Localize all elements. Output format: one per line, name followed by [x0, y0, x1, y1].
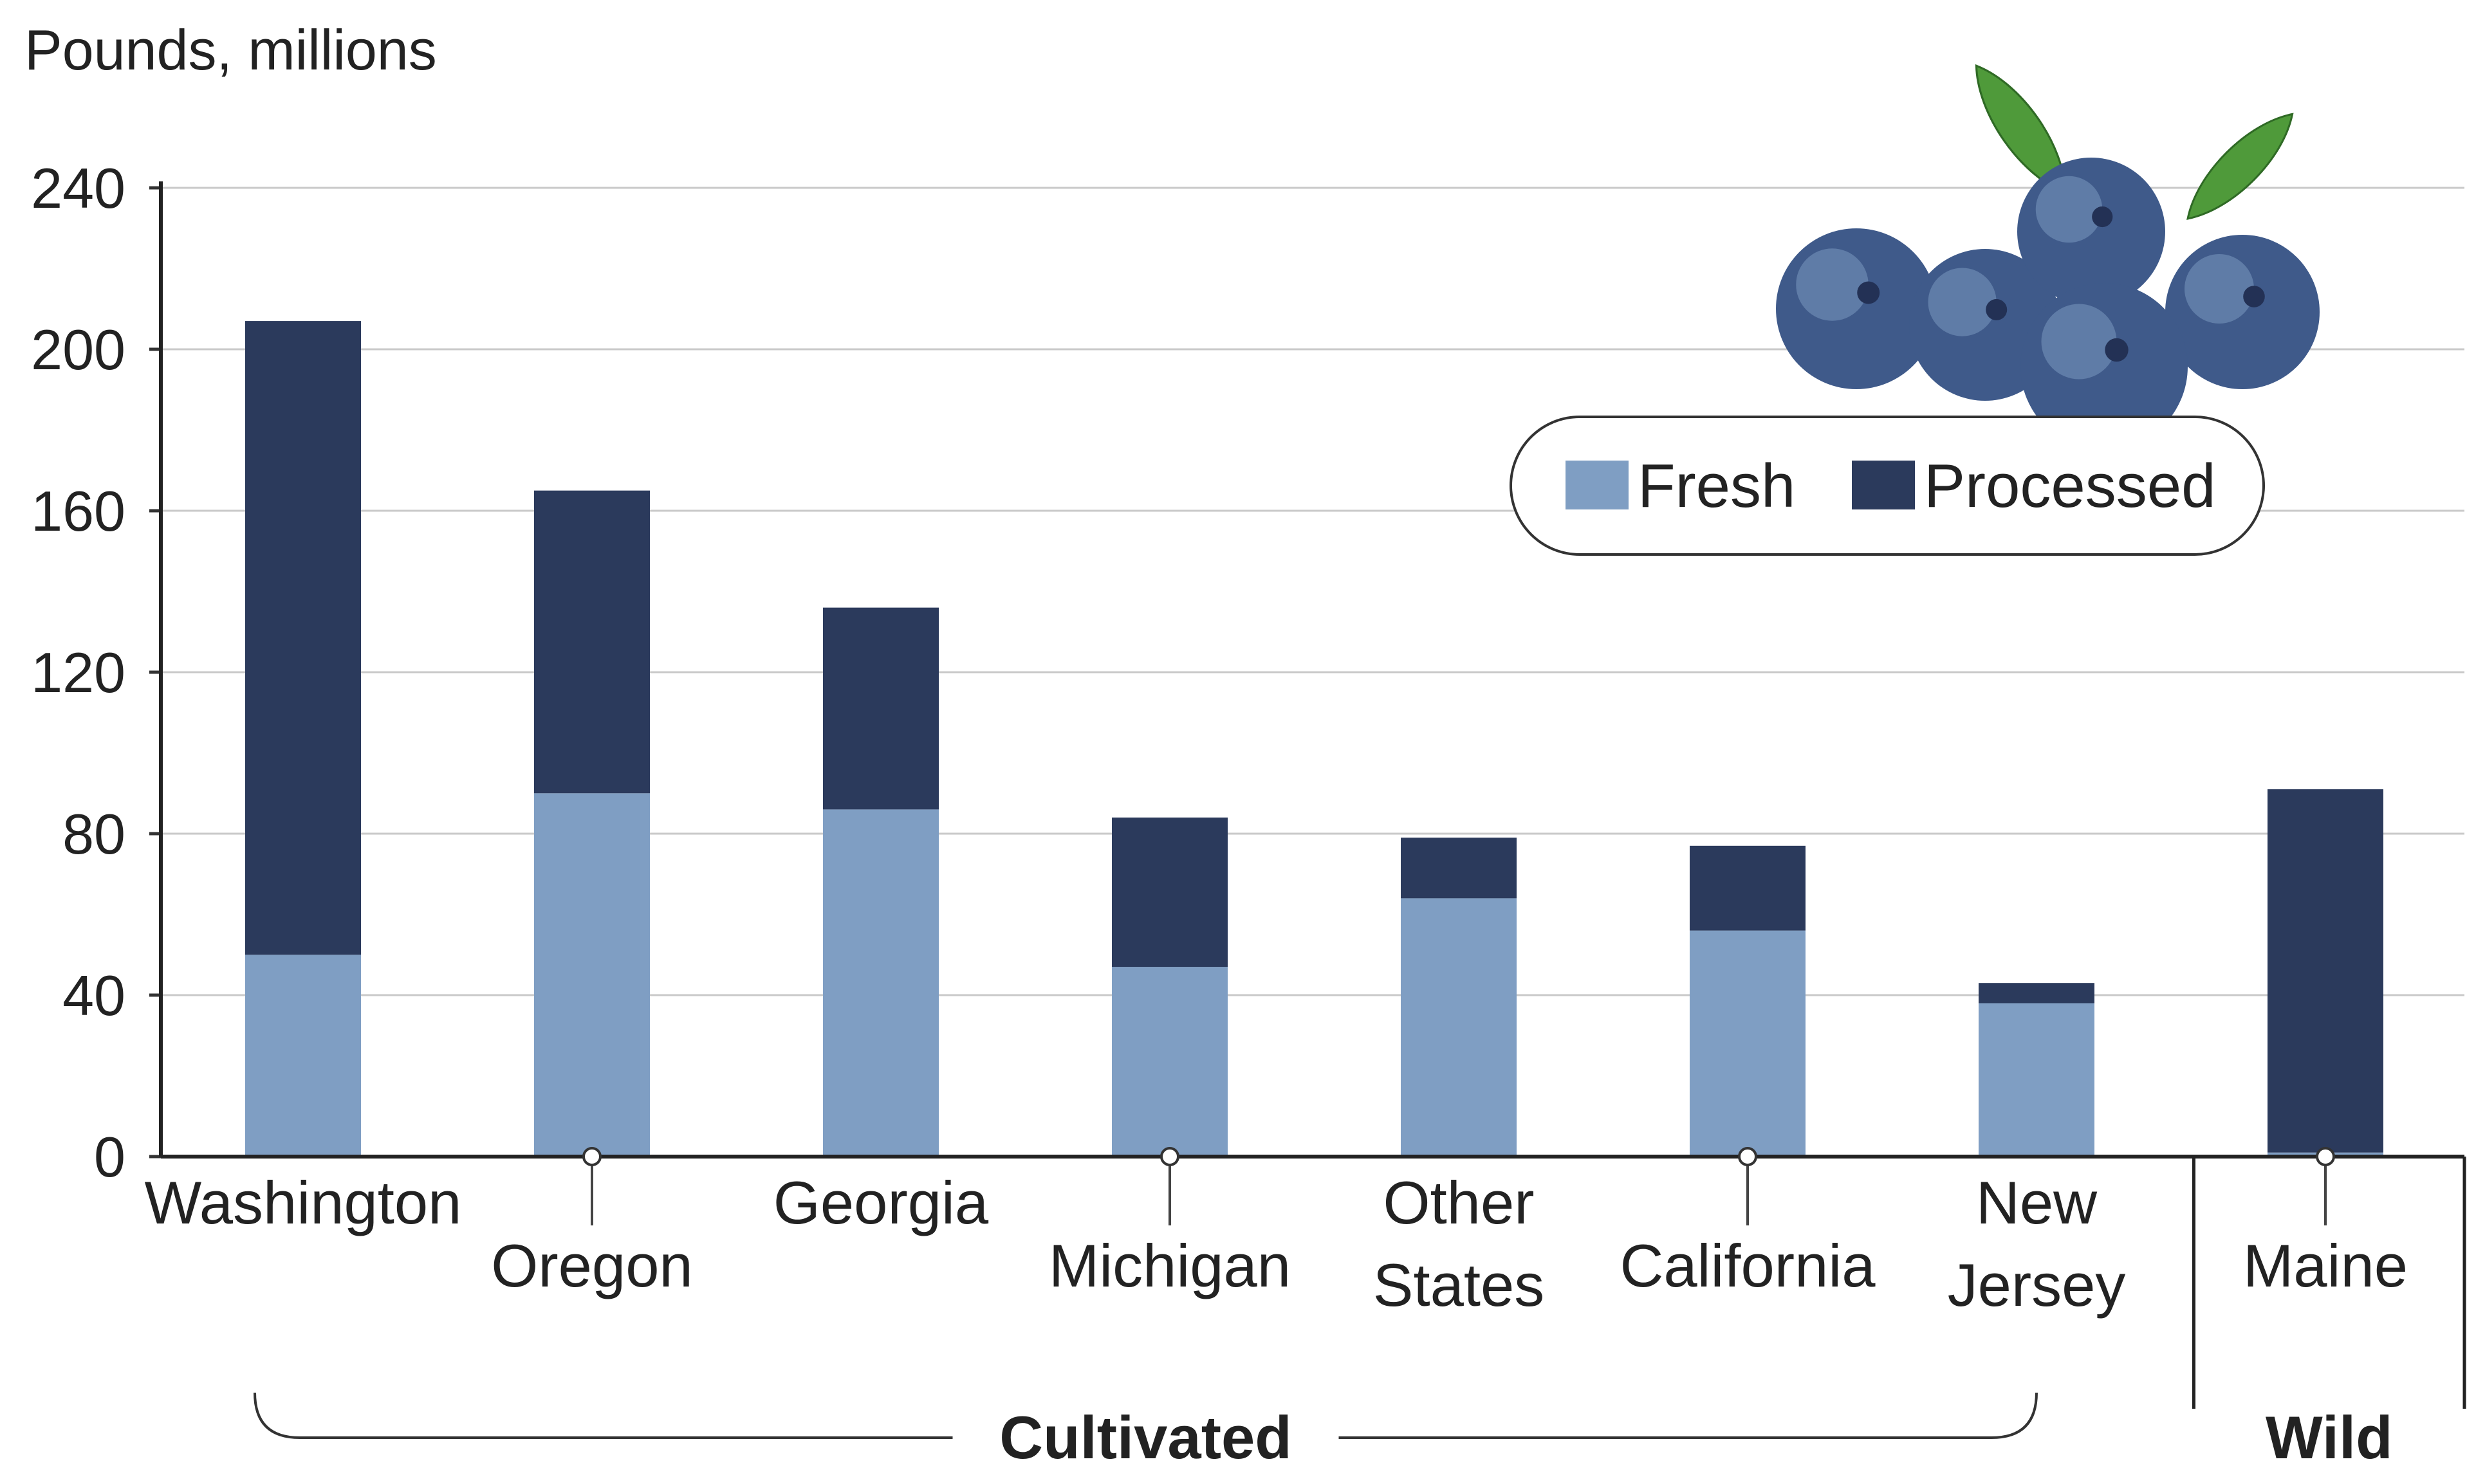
x-label-michigan: Michigan [1049, 1232, 1291, 1299]
y-tick-label: 120 [31, 641, 125, 704]
x-label-georgia: Georgia [773, 1169, 989, 1236]
legend-label-processed: Processed [1924, 452, 2216, 520]
x-label-leader-dot [1738, 1147, 1757, 1166]
bar-processed-other-states [1401, 838, 1517, 899]
y-tick-label: 240 [31, 156, 125, 220]
legend: Fresh Processed [1510, 416, 2265, 556]
leaf-shape [2186, 113, 2294, 220]
bar-fresh-oregon [534, 793, 650, 1157]
bar-processed-georgia [823, 607, 939, 810]
x-label-new-jersey: New [1976, 1169, 2098, 1236]
bar-processed-new-jersey [1979, 983, 2094, 1003]
legend-label-fresh: Fresh [1638, 452, 1795, 520]
bar-processed-california [1690, 845, 1806, 931]
blueberries-illustration-icon [1776, 64, 2320, 450]
category-groups: Cultivated Wild [254, 1157, 2466, 1471]
legend-swatch-processed [1852, 461, 1915, 509]
bar-fresh-new-jersey [1979, 1003, 2094, 1157]
berry-crown [1857, 281, 1880, 304]
bar-processed-maine [2268, 789, 2383, 1153]
bar-fresh-other-states [1401, 898, 1517, 1157]
y-tick-label: 160 [31, 479, 125, 543]
x-label-other-states: Other [1383, 1169, 1534, 1236]
y-unit-label: Pounds, millions [24, 18, 437, 82]
y-tick-label: 200 [31, 318, 125, 381]
bar-processed-oregon [534, 490, 650, 794]
y-tick-label: 80 [62, 802, 125, 866]
berry-crown [1986, 298, 2008, 320]
legend-swatch-fresh [1566, 461, 1629, 509]
berry-crown [2105, 338, 2129, 362]
berry-highlight [1928, 268, 1997, 336]
x-label-washington: Washington [145, 1169, 462, 1236]
leaf-shape [1975, 64, 2067, 195]
berry-crown [2092, 206, 2113, 228]
x-label-maine: Maine [2243, 1232, 2408, 1299]
x-label-oregon: Oregon [491, 1232, 693, 1299]
bar-fresh-michigan [1112, 967, 1228, 1157]
bar-fresh-georgia [823, 809, 939, 1157]
bars [245, 321, 2383, 1157]
x-label-leader-dot [2316, 1147, 2335, 1166]
berry-highlight [2035, 176, 2103, 243]
group-label-cultivated: Cultivated [999, 1404, 1291, 1471]
bar-fresh-california [1690, 930, 1806, 1157]
bar-processed-michigan [1112, 817, 1228, 967]
bar-fresh-washington [245, 955, 361, 1157]
y-tick-label: 0 [94, 1125, 125, 1189]
x-label-new-jersey: Jersey [1948, 1251, 2126, 1319]
x-label-leader-dot [582, 1147, 602, 1166]
y-axis-ticks: 0 40 80 120 160 200 240 [31, 156, 161, 1189]
berry-highlight [1796, 248, 1869, 321]
axes [159, 181, 2464, 1159]
berry-crown [2243, 286, 2265, 307]
group-label-wild: Wild [2266, 1404, 2393, 1471]
cultivated-bracket [254, 1392, 2038, 1439]
berry-highlight [2185, 254, 2254, 324]
x-label-california: California [1620, 1232, 1876, 1299]
berry-highlight [2041, 304, 2117, 380]
x-axis-labels: Washington Oregon Georgia Michigan Other Stat… [145, 1147, 2408, 1319]
y-tick-label: 40 [62, 964, 125, 1027]
x-label-other-states: States [1373, 1251, 1545, 1319]
bar-processed-washington [245, 321, 361, 955]
x-label-leader-dot [1160, 1147, 1179, 1166]
